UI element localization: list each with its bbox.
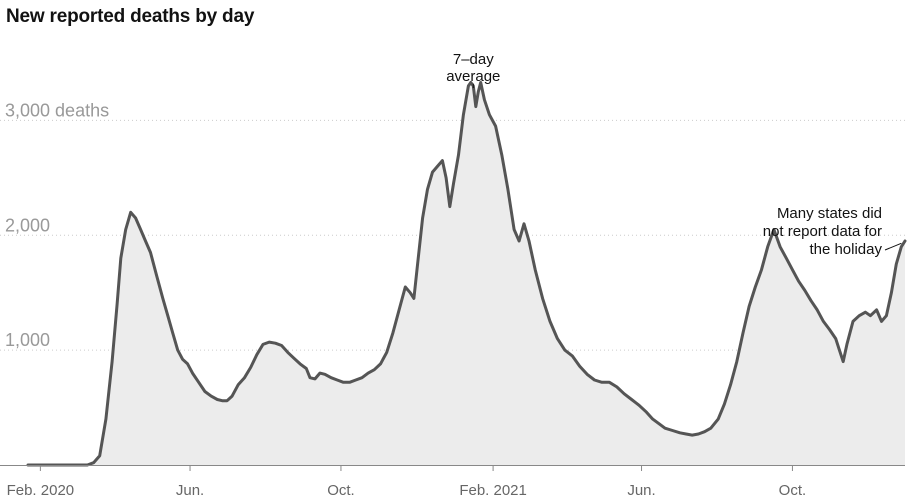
- y-tick-label: 1,000: [5, 330, 50, 350]
- x-tick-label: Feb. 2021: [459, 482, 527, 499]
- chart-title: New reported deaths by day: [6, 6, 255, 27]
- y-tick-label: 3,000 deaths: [5, 100, 109, 120]
- axis-layer: 1,000 2,000 3,000 deaths Feb. 2020 Jun. Oct. F…: [0, 100, 905, 499]
- x-tick-label: Oct.: [779, 482, 807, 499]
- area-layer: [26, 81, 907, 467]
- annotation-holiday-label: the holiday: [809, 241, 882, 258]
- area-fill: [28, 82, 905, 465]
- series-line: [26, 81, 907, 467]
- x-tick-label: Jun.: [176, 482, 204, 499]
- annotation-average-label: average: [446, 68, 500, 85]
- annotation-average-label: 7–day: [453, 51, 494, 68]
- x-tick-label: Jun.: [627, 482, 655, 499]
- annotation-holiday-label: not report data for: [763, 223, 882, 240]
- annotation-holiday-label: Many states did: [777, 205, 882, 222]
- y-tick-label: 2,000: [5, 215, 50, 235]
- x-tick-label: Oct.: [327, 482, 355, 499]
- annotation-holiday-leader: [884, 242, 902, 251]
- x-tick-label: Feb. 2020: [7, 482, 75, 499]
